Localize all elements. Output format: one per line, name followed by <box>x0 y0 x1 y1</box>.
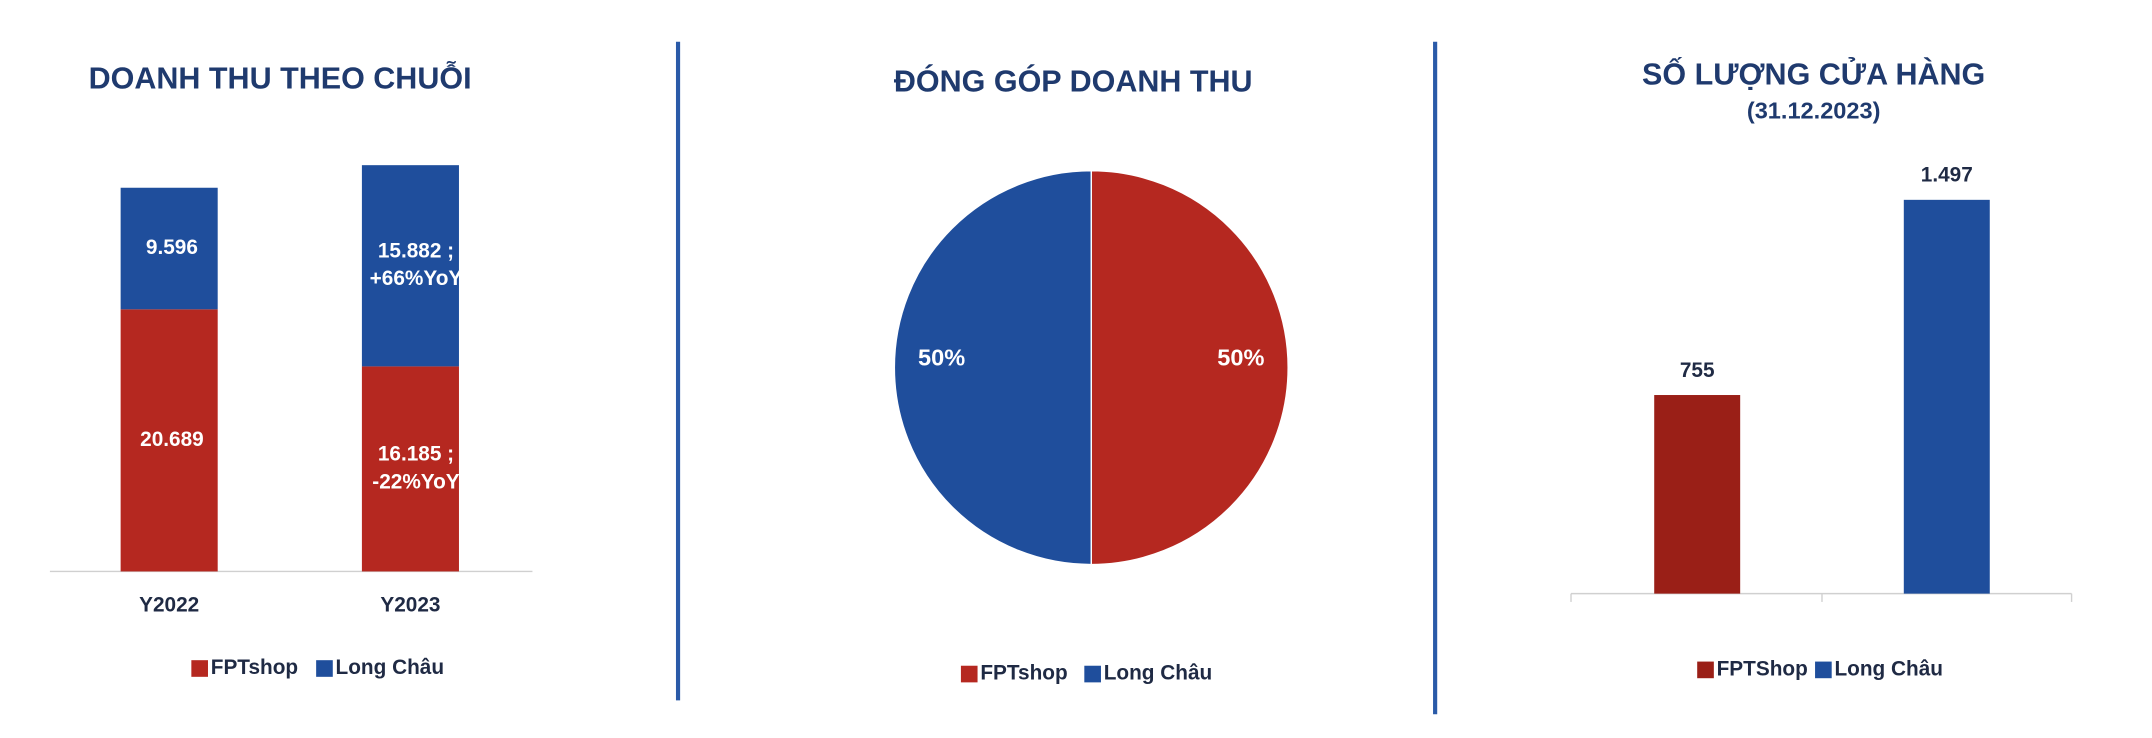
bar-segment <box>361 366 459 572</box>
data-label: 50% <box>918 345 965 371</box>
chart-title: DOANH THU THEO CHUỖI <box>89 60 472 96</box>
legend-swatch <box>1697 661 1714 679</box>
data-label: 16.185 ; <box>378 443 454 466</box>
chart-title: ĐÓNG GÓP DOANH THU <box>894 62 1253 98</box>
pie-slice <box>1090 170 1289 566</box>
data-label: 20.689 <box>140 428 204 451</box>
bar-segment <box>361 165 459 367</box>
chart-title: SỐ LƯỢNG CỬA HÀNG <box>1642 55 1985 91</box>
legend-label: FPTshop <box>211 656 298 679</box>
legend-label: Long Châu <box>1834 657 1943 680</box>
data-label: -22%YoY <box>372 470 460 493</box>
legend-label: Long Châu <box>1104 662 1213 685</box>
legend-label: Long Châu <box>336 656 445 679</box>
data-label: 50% <box>1217 345 1264 371</box>
bar-segment <box>120 309 218 572</box>
x-tick-label: Y2022 <box>139 594 199 617</box>
data-label: 9.596 <box>146 236 198 259</box>
legend-label: FPTShop <box>1717 657 1808 680</box>
legend-swatch <box>1084 665 1101 683</box>
legend-swatch <box>316 660 333 677</box>
pie-slice <box>893 170 1092 566</box>
chart-subtitle: (31.12.2023) <box>1747 98 1881 124</box>
legend-label: FPTshop <box>980 662 1067 685</box>
data-label: +66%YoY <box>370 267 463 290</box>
bar <box>1654 395 1741 594</box>
data-label: 755 <box>1680 359 1715 382</box>
x-tick-label: Y2023 <box>380 594 440 617</box>
bar-segment <box>120 187 218 310</box>
data-label: 1.497 <box>1921 164 1973 187</box>
data-label: 15.882 ; <box>378 239 454 262</box>
bar <box>1903 199 1990 594</box>
legend-swatch <box>960 665 978 683</box>
legend-swatch <box>191 660 208 677</box>
legend-swatch <box>1815 661 1832 679</box>
